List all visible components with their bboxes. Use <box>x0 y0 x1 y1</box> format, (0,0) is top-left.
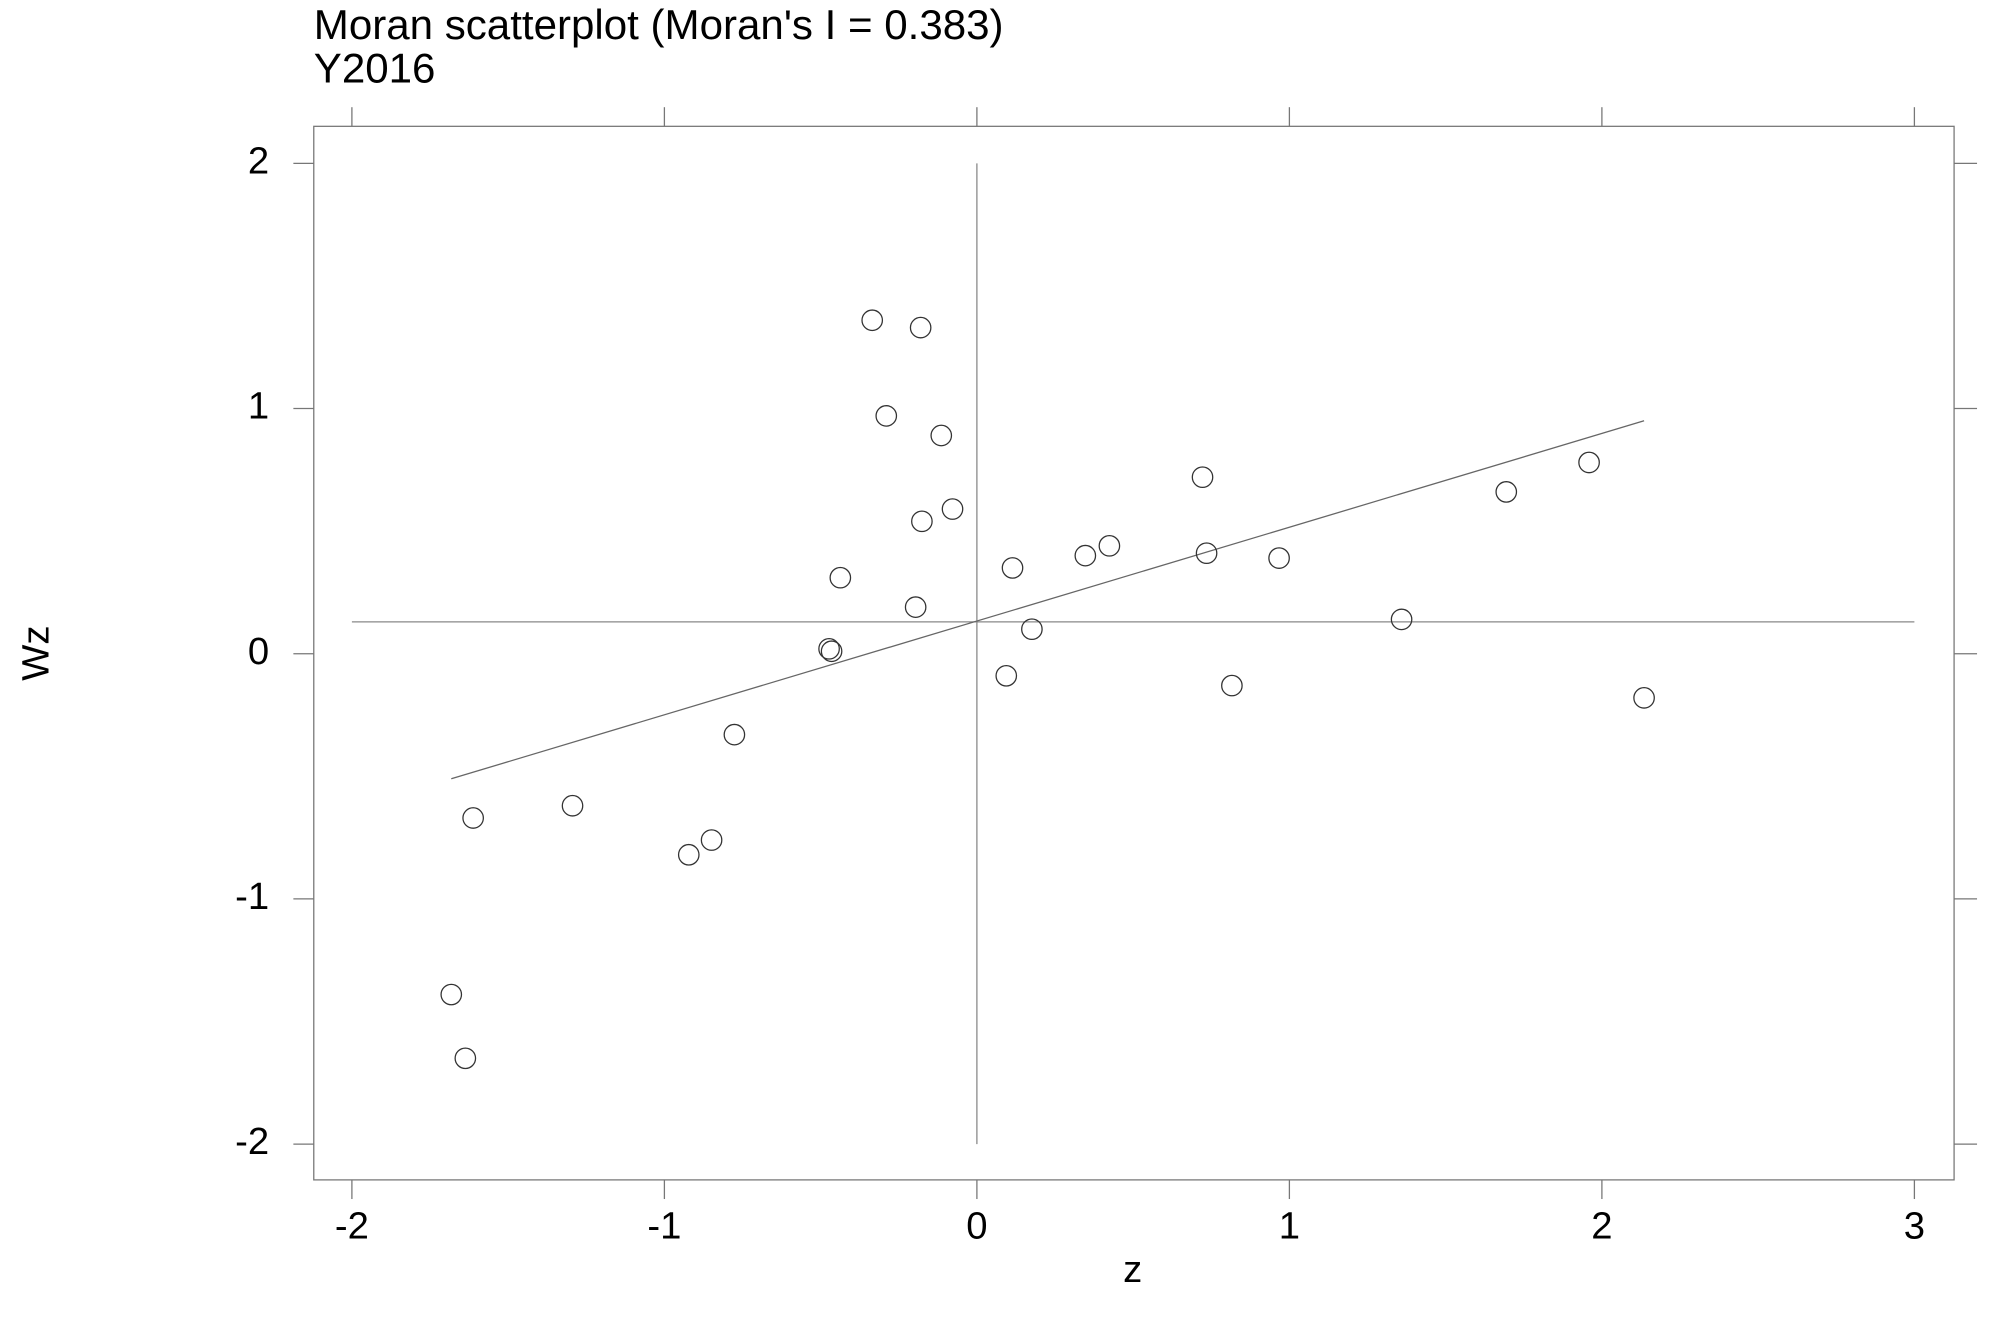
chart-subtitle: Y2016 <box>314 45 436 92</box>
point <box>1098 534 1121 557</box>
point <box>440 983 463 1006</box>
point <box>1021 618 1043 641</box>
point <box>820 640 843 663</box>
point <box>1001 557 1024 579</box>
point <box>1495 481 1518 503</box>
point <box>904 596 927 618</box>
plot-frame <box>313 125 1955 1181</box>
y-tick-label: 0 <box>248 630 269 673</box>
point <box>818 637 840 660</box>
point <box>861 309 884 332</box>
point <box>723 723 746 746</box>
x-tick-label: -2 <box>335 1204 369 1247</box>
point <box>941 498 964 520</box>
y-tick-label: -2 <box>235 1120 269 1163</box>
point <box>1578 451 1600 474</box>
x-tick-label: 1 <box>1279 1204 1300 1247</box>
y-tick-label: 1 <box>248 385 269 428</box>
point <box>829 566 852 589</box>
point <box>930 424 953 447</box>
point <box>909 316 932 339</box>
x-tick-label: 2 <box>1591 1204 1612 1247</box>
point <box>1191 466 1214 489</box>
y-tick-label: -1 <box>235 875 269 918</box>
chart-title: Moran scatterplot (Moran's I = 0.383) <box>314 1 1004 48</box>
y-tick-label: 2 <box>248 139 269 182</box>
x-tick-label: -1 <box>647 1204 681 1247</box>
x-tick-label: 3 <box>1904 1204 1925 1247</box>
y-axis-label: Wz <box>14 625 57 680</box>
point <box>995 664 1018 687</box>
point <box>1633 687 1655 709</box>
point <box>1221 674 1243 697</box>
point <box>1390 608 1413 631</box>
regression-line <box>451 420 1645 780</box>
point <box>462 807 484 829</box>
point <box>911 510 933 533</box>
point <box>1074 544 1097 567</box>
point <box>700 829 723 851</box>
point <box>1195 542 1218 565</box>
x-tick-label: 0 <box>966 1204 987 1247</box>
point <box>454 1047 477 1070</box>
point <box>561 794 584 817</box>
point <box>1268 547 1290 569</box>
point <box>875 405 898 427</box>
point <box>677 843 700 866</box>
x-axis-label: z <box>1123 1248 1142 1291</box>
